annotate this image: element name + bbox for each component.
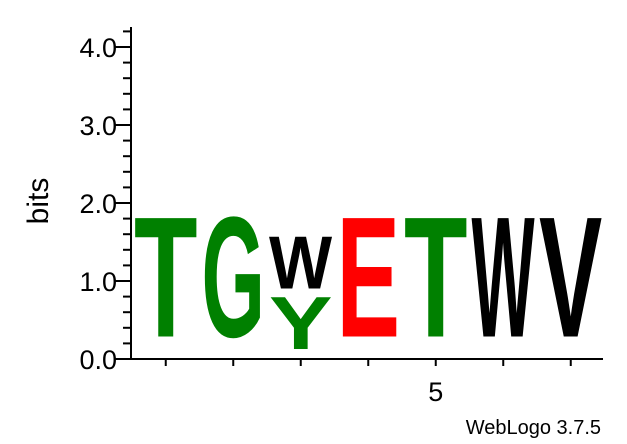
logo-letter-w: W: [472, 181, 535, 373]
logo-letter-v: V: [539, 182, 602, 374]
logo-letter-t: T: [404, 182, 467, 375]
y-axis-title: bits: [22, 178, 55, 225]
y-tick-label: 0.0: [79, 345, 117, 375]
logo-letter-t: T: [134, 182, 197, 375]
logo-letter-e: E: [337, 182, 401, 374]
logo-letter-w: W: [269, 221, 333, 306]
weblogo-credit: WebLogo 3.7.5: [466, 417, 601, 439]
logo-letter-g: G: [202, 181, 265, 374]
x-tick-label: 5: [428, 377, 443, 407]
y-tick-label: 3.0: [79, 111, 117, 141]
y-tick-label: 4.0: [79, 33, 117, 63]
logo-stacks: T G YW E T W V: [134, 181, 602, 374]
y-tick-label: 2.0: [79, 189, 117, 219]
y-tick-label: 1.0: [79, 267, 117, 297]
y-axis: 0.0 1.0 2.0 3.0 4.0: [79, 27, 131, 375]
